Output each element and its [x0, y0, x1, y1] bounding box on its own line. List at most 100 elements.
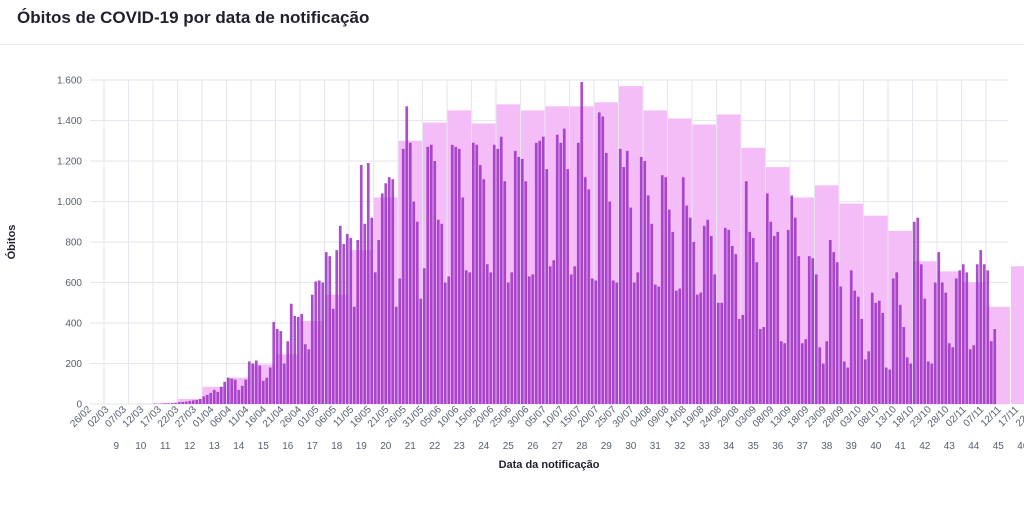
daily-bar [552, 260, 556, 404]
daily-bar [286, 341, 290, 404]
daily-bar [783, 343, 787, 404]
daily-bar [489, 272, 493, 404]
week-tick-label: 42 [919, 441, 931, 452]
week-tick-label: 18 [331, 441, 343, 452]
daily-bar [310, 294, 314, 404]
daily-bar [989, 341, 993, 404]
week-tick-label: 16 [282, 441, 294, 452]
date-tick-label: 22/11 [1014, 404, 1024, 429]
daily-bar [300, 313, 304, 404]
daily-bar [464, 270, 468, 404]
daily-bar [678, 288, 682, 404]
daily-bar [772, 235, 776, 404]
daily-bar [891, 278, 895, 404]
y-tick-label: 1.400 [57, 116, 82, 127]
daily-bar [706, 219, 710, 404]
daily-bar [429, 144, 433, 405]
daily-bar [195, 399, 199, 404]
daily-bar [317, 280, 321, 404]
daily-bar [720, 302, 724, 404]
daily-bar [209, 392, 213, 404]
daily-bar [821, 363, 825, 404]
daily-bar [545, 169, 549, 404]
week-tick-label: 39 [846, 441, 858, 452]
daily-bar [734, 254, 738, 404]
daily-bar [184, 401, 188, 404]
y-tick-label: 1.000 [57, 197, 82, 208]
daily-bar [321, 282, 325, 404]
daily-bar [835, 262, 839, 404]
daily-bar [660, 175, 664, 404]
daily-bar [877, 300, 881, 404]
daily-bar [240, 385, 244, 404]
daily-bar [293, 315, 297, 404]
daily-bar [496, 148, 500, 404]
daily-bar [912, 221, 916, 404]
week-tick-label: 44 [968, 441, 980, 452]
daily-bar [769, 221, 773, 404]
week-tick-label: 26 [527, 441, 539, 452]
daily-bar [440, 223, 444, 404]
daily-bar [272, 321, 276, 404]
daily-bar [797, 256, 801, 404]
daily-bar [622, 167, 626, 404]
title-divider [0, 44, 1024, 45]
daily-bar [513, 150, 517, 404]
daily-bar [457, 148, 461, 404]
daily-bar [856, 296, 860, 404]
x-axis-label: Data da notificação [499, 459, 600, 471]
daily-bar [776, 231, 780, 404]
y-tick-label: 0 [76, 400, 82, 411]
daily-bar [611, 280, 615, 404]
daily-bar [492, 144, 496, 405]
daily-bar [191, 400, 195, 404]
daily-bar [226, 377, 230, 404]
daily-bar [461, 197, 465, 404]
daily-bar [177, 402, 181, 404]
week-tick-label: 45 [993, 441, 1005, 452]
daily-bar [902, 327, 906, 404]
week-tick-label: 46 [1017, 441, 1024, 452]
daily-bar [524, 181, 528, 404]
daily-bar [335, 250, 339, 404]
daily-bar [398, 278, 402, 404]
daily-bar [727, 229, 731, 404]
daily-bar [982, 264, 986, 404]
daily-bar [888, 369, 892, 404]
daily-bar [450, 144, 454, 405]
daily-bar [212, 389, 216, 404]
daily-bar [765, 193, 769, 404]
y-tick-label: 1.200 [57, 157, 82, 168]
week-tick-label: 12 [184, 441, 196, 452]
daily-bar [905, 357, 909, 404]
daily-bar [954, 278, 958, 404]
daily-bar [230, 378, 234, 404]
daily-bar [541, 136, 545, 404]
daily-bar [874, 302, 878, 404]
daily-bar [968, 349, 972, 404]
y-tick-label: 1.600 [57, 76, 82, 87]
daily-bar [636, 272, 640, 404]
daily-bar [618, 148, 622, 404]
daily-bar [485, 264, 489, 404]
daily-bar [170, 403, 174, 404]
daily-bar [538, 140, 542, 404]
daily-bar [188, 400, 192, 404]
daily-bar [709, 235, 713, 404]
daily-bar [940, 282, 944, 404]
daily-bar [860, 318, 864, 404]
daily-bar [825, 341, 829, 404]
y-tick-label: 400 [65, 319, 82, 330]
daily-bar [895, 272, 899, 404]
daily-bar [216, 391, 220, 404]
page-title: Óbitos de COVID-19 por data de notificaç… [17, 8, 370, 27]
daily-bar [685, 205, 689, 404]
daily-bar [506, 282, 510, 404]
daily-bar [639, 156, 643, 404]
daily-bar [730, 246, 734, 404]
daily-bar [583, 177, 587, 404]
daily-bar [254, 360, 258, 404]
daily-bar [748, 231, 752, 404]
week-tick-label: 17 [307, 441, 319, 452]
daily-bar [345, 233, 349, 404]
